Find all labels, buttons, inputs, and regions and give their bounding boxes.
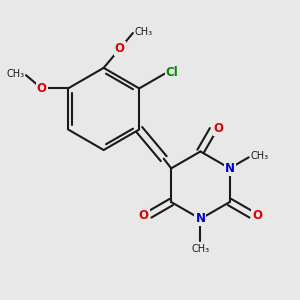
Text: O: O [115, 42, 125, 55]
Text: O: O [37, 82, 47, 95]
Text: CH₃: CH₃ [191, 244, 209, 254]
Text: CH₃: CH₃ [6, 69, 25, 79]
Text: N: N [195, 212, 206, 225]
Text: Cl: Cl [166, 66, 178, 80]
Text: CH₃: CH₃ [134, 27, 152, 37]
Text: O: O [139, 209, 149, 223]
Text: O: O [214, 122, 224, 135]
Text: O: O [252, 209, 262, 223]
Text: CH₃: CH₃ [250, 152, 268, 161]
Text: N: N [225, 162, 235, 175]
